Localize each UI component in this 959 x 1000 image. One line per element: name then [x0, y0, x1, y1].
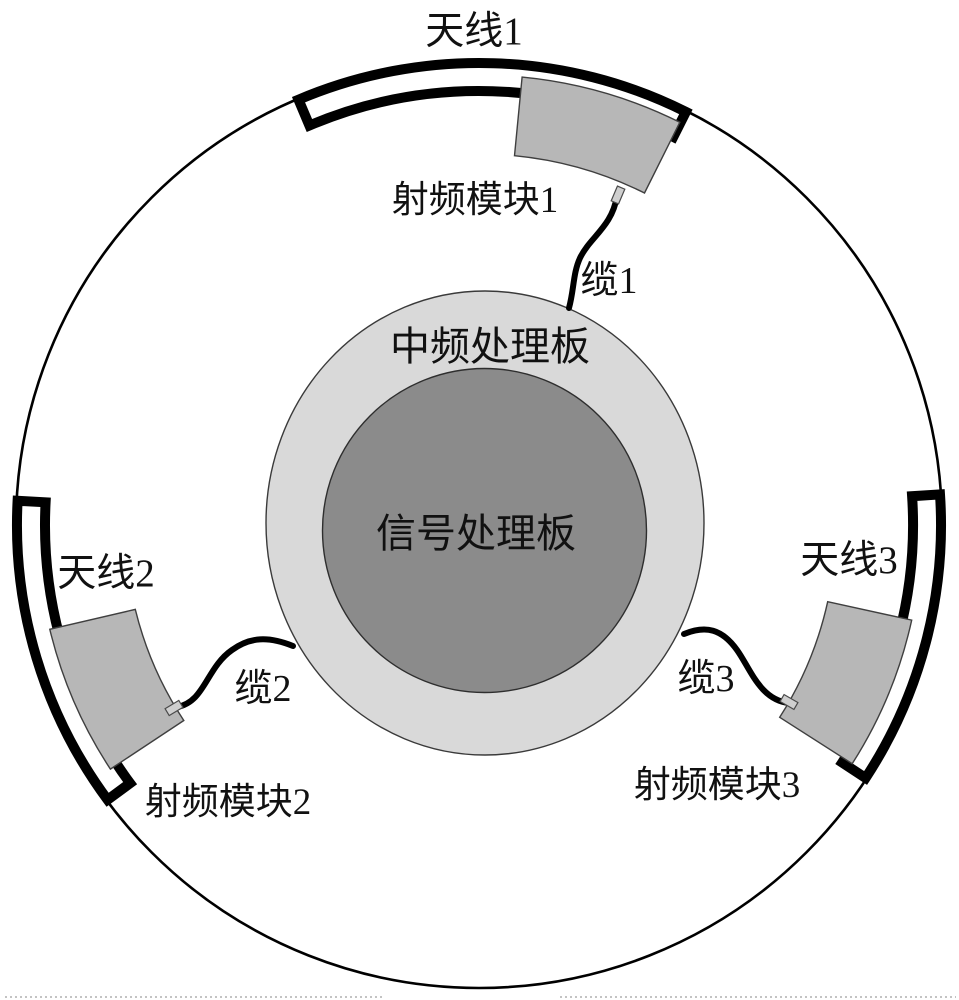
rf-module1-connector — [610, 185, 626, 205]
antenna1-label: 天线1 — [425, 10, 523, 53]
cable2-line — [174, 636, 296, 710]
antenna3-arc-band — [835, 489, 946, 785]
rf-module1-label: 射频模块1 — [392, 179, 559, 221]
cable1-line — [566, 193, 620, 311]
rf-module3-connector — [779, 693, 799, 711]
signal-board-disc — [321, 367, 648, 694]
rf-module3-label: 射频模块3 — [634, 764, 801, 806]
rf-module3-block — [778, 600, 913, 765]
antenna3-label: 天线3 — [800, 539, 898, 582]
antenna1-arc-band — [291, 58, 693, 144]
signal-board-label: 信号处理板 — [376, 511, 576, 556]
cable2-label: 缆2 — [234, 668, 291, 710]
cable1-label: 缆1 — [580, 260, 637, 302]
rf-module2-block — [48, 608, 185, 771]
cable3-label: 缆3 — [677, 658, 734, 700]
rf-module2-label: 射频模块2 — [145, 781, 312, 823]
rf-module2-connector — [164, 699, 184, 717]
rf-module1-block — [513, 76, 681, 194]
if-board-label: 中频处理板 — [390, 324, 590, 369]
cable3-line — [681, 626, 792, 706]
antenna2-label: 天线2 — [57, 552, 155, 595]
